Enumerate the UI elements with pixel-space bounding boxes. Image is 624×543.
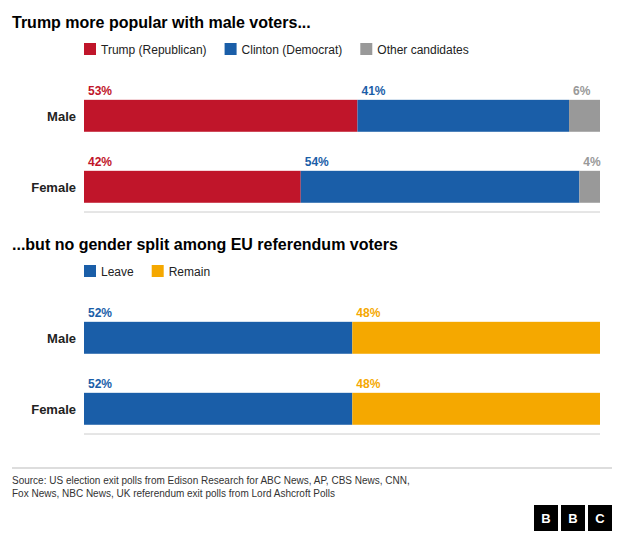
legend-label: Leave bbox=[101, 265, 134, 279]
bar bbox=[579, 171, 600, 203]
logo-letter: B bbox=[568, 511, 577, 526]
title: ...but no gender split among EU referend… bbox=[12, 236, 398, 253]
logo: BBC bbox=[534, 505, 612, 531]
legend-swatch bbox=[152, 265, 164, 277]
data-label: 6% bbox=[573, 84, 591, 98]
bar bbox=[357, 100, 569, 132]
data-labels: 53% 41% 6% 42% 54% 4% bbox=[88, 84, 601, 169]
bar bbox=[84, 171, 301, 203]
data-label: 41% bbox=[361, 84, 385, 98]
category-label: Female bbox=[31, 402, 76, 417]
legend-swatch bbox=[84, 43, 96, 55]
source-line: Fox News, NBC News, UK referendum exit p… bbox=[12, 488, 335, 499]
bar bbox=[352, 393, 600, 425]
bars bbox=[84, 322, 600, 425]
x-axis-line bbox=[84, 212, 600, 213]
chart-page: Trump more popular with male voters... Tr… bbox=[0, 0, 624, 543]
separator bbox=[12, 468, 612, 469]
data-labels: 52% 48% 52% 48% bbox=[88, 306, 381, 391]
source-text: Source: US election exit polls from Edis… bbox=[12, 475, 410, 499]
category-label: Male bbox=[47, 109, 76, 124]
source-line: Source: US election exit polls from Edis… bbox=[12, 475, 410, 486]
bar bbox=[352, 322, 600, 354]
legend-label: Remain bbox=[169, 265, 210, 279]
legend-label: Trump (Republican) bbox=[101, 43, 207, 57]
legend-label: Other candidates bbox=[377, 43, 468, 57]
data-label: 54% bbox=[305, 155, 329, 169]
data-label: 52% bbox=[88, 306, 112, 320]
bar bbox=[84, 393, 352, 425]
annotations: Source: US election exit polls from Edis… bbox=[12, 468, 612, 531]
logo-letter: B bbox=[541, 511, 550, 526]
logo-box bbox=[588, 505, 612, 531]
bar bbox=[569, 100, 600, 132]
chart-1: ...but no gender split among EU referend… bbox=[12, 236, 600, 434]
title: Trump more popular with male voters... bbox=[12, 14, 311, 31]
x-axis-line bbox=[84, 434, 600, 435]
legend-swatch bbox=[360, 43, 372, 55]
legend-swatch bbox=[225, 43, 237, 55]
data-label: 53% bbox=[88, 84, 112, 98]
data-label: 4% bbox=[583, 155, 601, 169]
logo-letter: C bbox=[595, 511, 605, 526]
bar bbox=[84, 322, 352, 354]
chart-0: Trump more popular with male voters... Tr… bbox=[12, 14, 601, 212]
legend-swatch bbox=[84, 265, 96, 277]
data-label: 48% bbox=[356, 377, 380, 391]
data-label: 48% bbox=[356, 306, 380, 320]
logo-box bbox=[561, 505, 585, 531]
category-label: Female bbox=[31, 180, 76, 195]
data-label: 42% bbox=[88, 155, 112, 169]
logo-box bbox=[534, 505, 558, 531]
category-label: Male bbox=[47, 331, 76, 346]
bars bbox=[84, 100, 600, 203]
legend-label: Clinton (Democrat) bbox=[242, 43, 343, 57]
bar bbox=[84, 100, 357, 132]
legend: Trump (Republican) Clinton (Democrat) Othe… bbox=[84, 43, 469, 57]
bar bbox=[301, 171, 580, 203]
legend: Leave Remain bbox=[84, 265, 210, 279]
data-label: 52% bbox=[88, 377, 112, 391]
